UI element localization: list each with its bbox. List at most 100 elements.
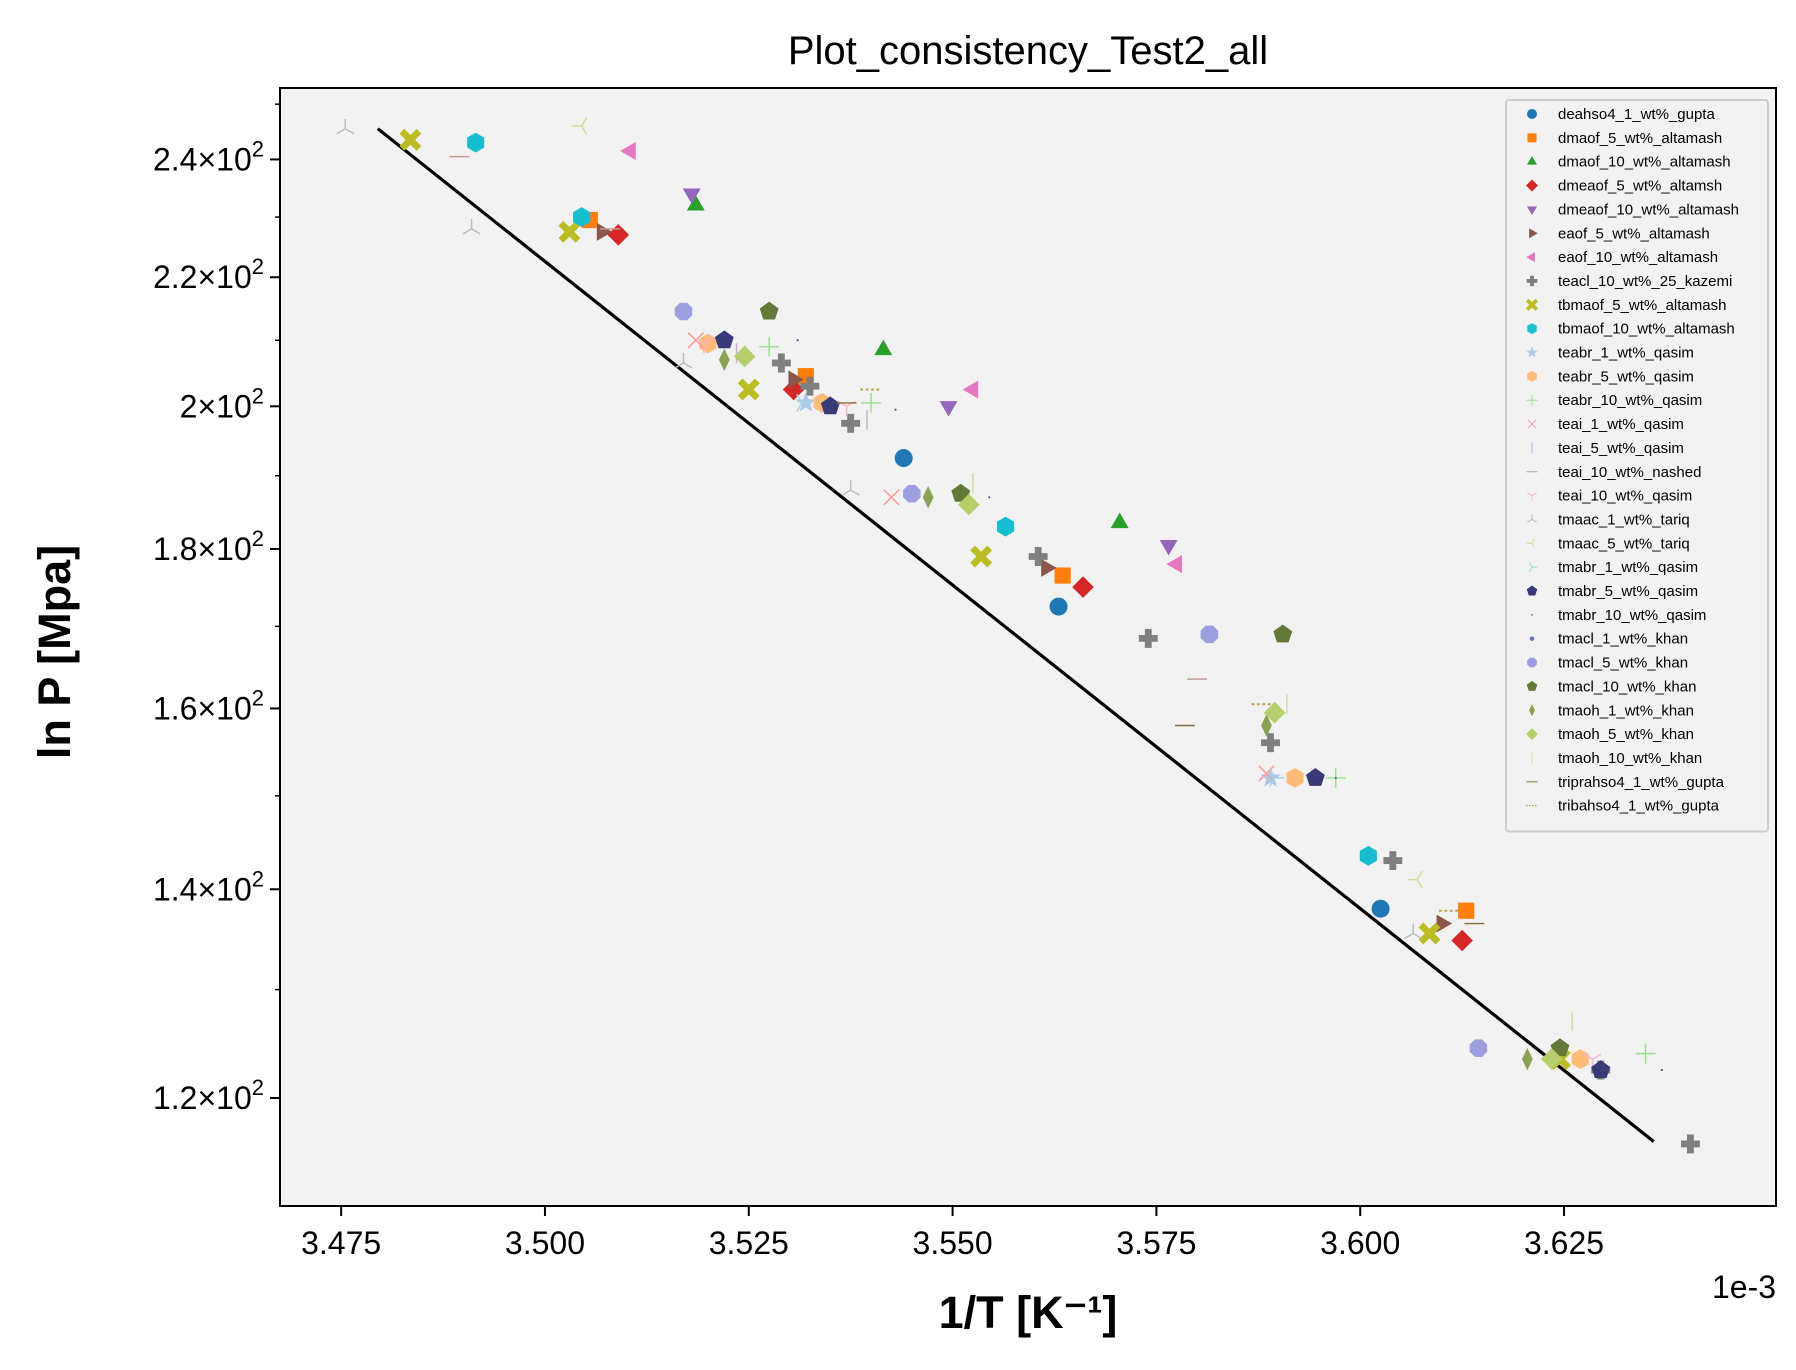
legend-marker (1528, 562, 1533, 568)
data-point (1269, 768, 1285, 787)
data-point (1273, 624, 1293, 643)
data-point (1451, 929, 1473, 952)
legend-marker (1526, 252, 1535, 263)
data-point (1407, 870, 1423, 889)
data-point (759, 301, 779, 320)
data-point (1635, 1043, 1656, 1064)
legend-marker (1526, 585, 1538, 596)
legend-marker (1526, 513, 1538, 523)
data-point (1261, 733, 1280, 753)
legend-marker (1529, 636, 1535, 641)
data-point (737, 378, 760, 401)
data-point (674, 302, 693, 321)
y-tick-exponent: 2 (252, 136, 264, 161)
data-point (850, 489, 860, 496)
legend-marker (1527, 133, 1537, 143)
legend-item: tribahso4_1_wt%_gupta (1526, 798, 1720, 815)
legend-label: tmabr_10_wt%_qasim (1558, 607, 1706, 624)
data-point-stroke (737, 378, 760, 401)
data-point (1054, 567, 1071, 584)
x-tick-label: 3.575 (1116, 1225, 1196, 1261)
x-tick-label: 3.525 (709, 1225, 789, 1261)
data-point (894, 408, 897, 411)
data-point (1138, 628, 1158, 648)
y-tick-label: 1.4×102 (153, 866, 264, 907)
series-18 (571, 117, 1423, 889)
legend-marker (1526, 275, 1538, 287)
series-14 (735, 343, 868, 430)
legend-marker (1527, 419, 1537, 429)
legend-marker (1531, 519, 1538, 523)
legend-marker (1525, 298, 1539, 311)
series-25 (718, 348, 1533, 1071)
legend-label: tmaac_1_wt%_tariq (1558, 511, 1690, 528)
data-point (894, 449, 913, 468)
data-point (558, 220, 581, 243)
legend-label: tbmaof_5_wt%_altamash (1558, 297, 1726, 314)
legend-item: dmeaof_5_wt%_altamsh (1526, 178, 1722, 195)
legend-label: teabr_5_wt%_qasim (1558, 368, 1694, 385)
data-point (820, 396, 840, 415)
legend-marker (1526, 519, 1533, 523)
series-28 (836, 402, 1485, 925)
legend-item: tbmaof_10_wt%_altamash (1527, 321, 1735, 338)
legend-marker (1529, 228, 1538, 239)
data-point (800, 376, 820, 396)
series-27 (972, 473, 1573, 1032)
data-point (1371, 899, 1390, 918)
data-point (788, 370, 804, 389)
data-point (1521, 1047, 1533, 1071)
y-tick-exponent: 2 (252, 254, 264, 279)
data-point (939, 401, 958, 417)
data-point (795, 392, 817, 412)
data-point (796, 393, 803, 404)
series-26 (733, 345, 1563, 1070)
legend-label: tmacl_5_wt%_khan (1558, 655, 1688, 672)
legend-marker (1527, 155, 1537, 165)
data-point (573, 207, 591, 227)
data-point-stroke (558, 220, 581, 243)
data-point (1159, 540, 1178, 556)
data-point (1458, 902, 1475, 919)
legend-marker (1529, 704, 1535, 717)
data-point (796, 339, 799, 342)
data-point (682, 188, 701, 205)
data-point (686, 194, 705, 211)
series-2 (686, 194, 1129, 529)
data-point (1583, 1053, 1593, 1060)
legend-item: eaof_10_wt%_altamash (1526, 249, 1718, 266)
legend-marker (1526, 394, 1538, 406)
legend-label: eaof_10_wt%_altamash (1558, 249, 1718, 266)
data-point (1469, 1039, 1488, 1057)
legend-item: teabr_10_wt%_qasim (1526, 392, 1702, 409)
data-point (796, 393, 812, 412)
data-point (462, 228, 472, 235)
legend-item: teacl_10_wt%_25_kazemi (1526, 273, 1732, 290)
legend-item: teai_5_wt%_qasim (1531, 440, 1684, 457)
fit-line (376, 127, 1655, 1143)
legend-marker-stroke (1525, 298, 1539, 311)
y-tick-label: 2.4×102 (153, 136, 264, 177)
legend-item: tmaoh_5_wt%_khan (1526, 726, 1694, 743)
legend-label: dmeaof_5_wt%_altamsh (1558, 178, 1722, 195)
legend-label: teai_10_wt%_qasim (1558, 488, 1692, 505)
legend-item: triprahso4_1_wt%_gupta (1526, 774, 1725, 791)
legend-item: tmaoh_1_wt%_khan (1529, 702, 1694, 719)
legend-label: eaof_5_wt%_altamash (1558, 225, 1710, 242)
y-tick-label: 1.2×102 (153, 1075, 264, 1116)
legend-item: teai_10_wt%_qasim (1526, 488, 1692, 505)
y-tick-exponent: 2 (252, 685, 264, 710)
y-axis: 1.2×1021.4×1021.6×1021.8×1022×1022.2×102… (153, 103, 280, 1116)
data-point (837, 400, 856, 417)
legend-item: dmaof_10_wt%_altamash (1527, 154, 1731, 171)
series-0 (894, 449, 1390, 918)
series-4 (682, 188, 1178, 556)
legend-marker (1526, 680, 1538, 691)
data-point (962, 380, 979, 399)
data-point (841, 413, 861, 433)
legend-item: tmacl_1_wt%_khan (1529, 631, 1688, 648)
legend-frame (1505, 99, 1769, 833)
data-point (733, 345, 756, 368)
data-point (1028, 547, 1048, 566)
data-point (1110, 512, 1129, 529)
